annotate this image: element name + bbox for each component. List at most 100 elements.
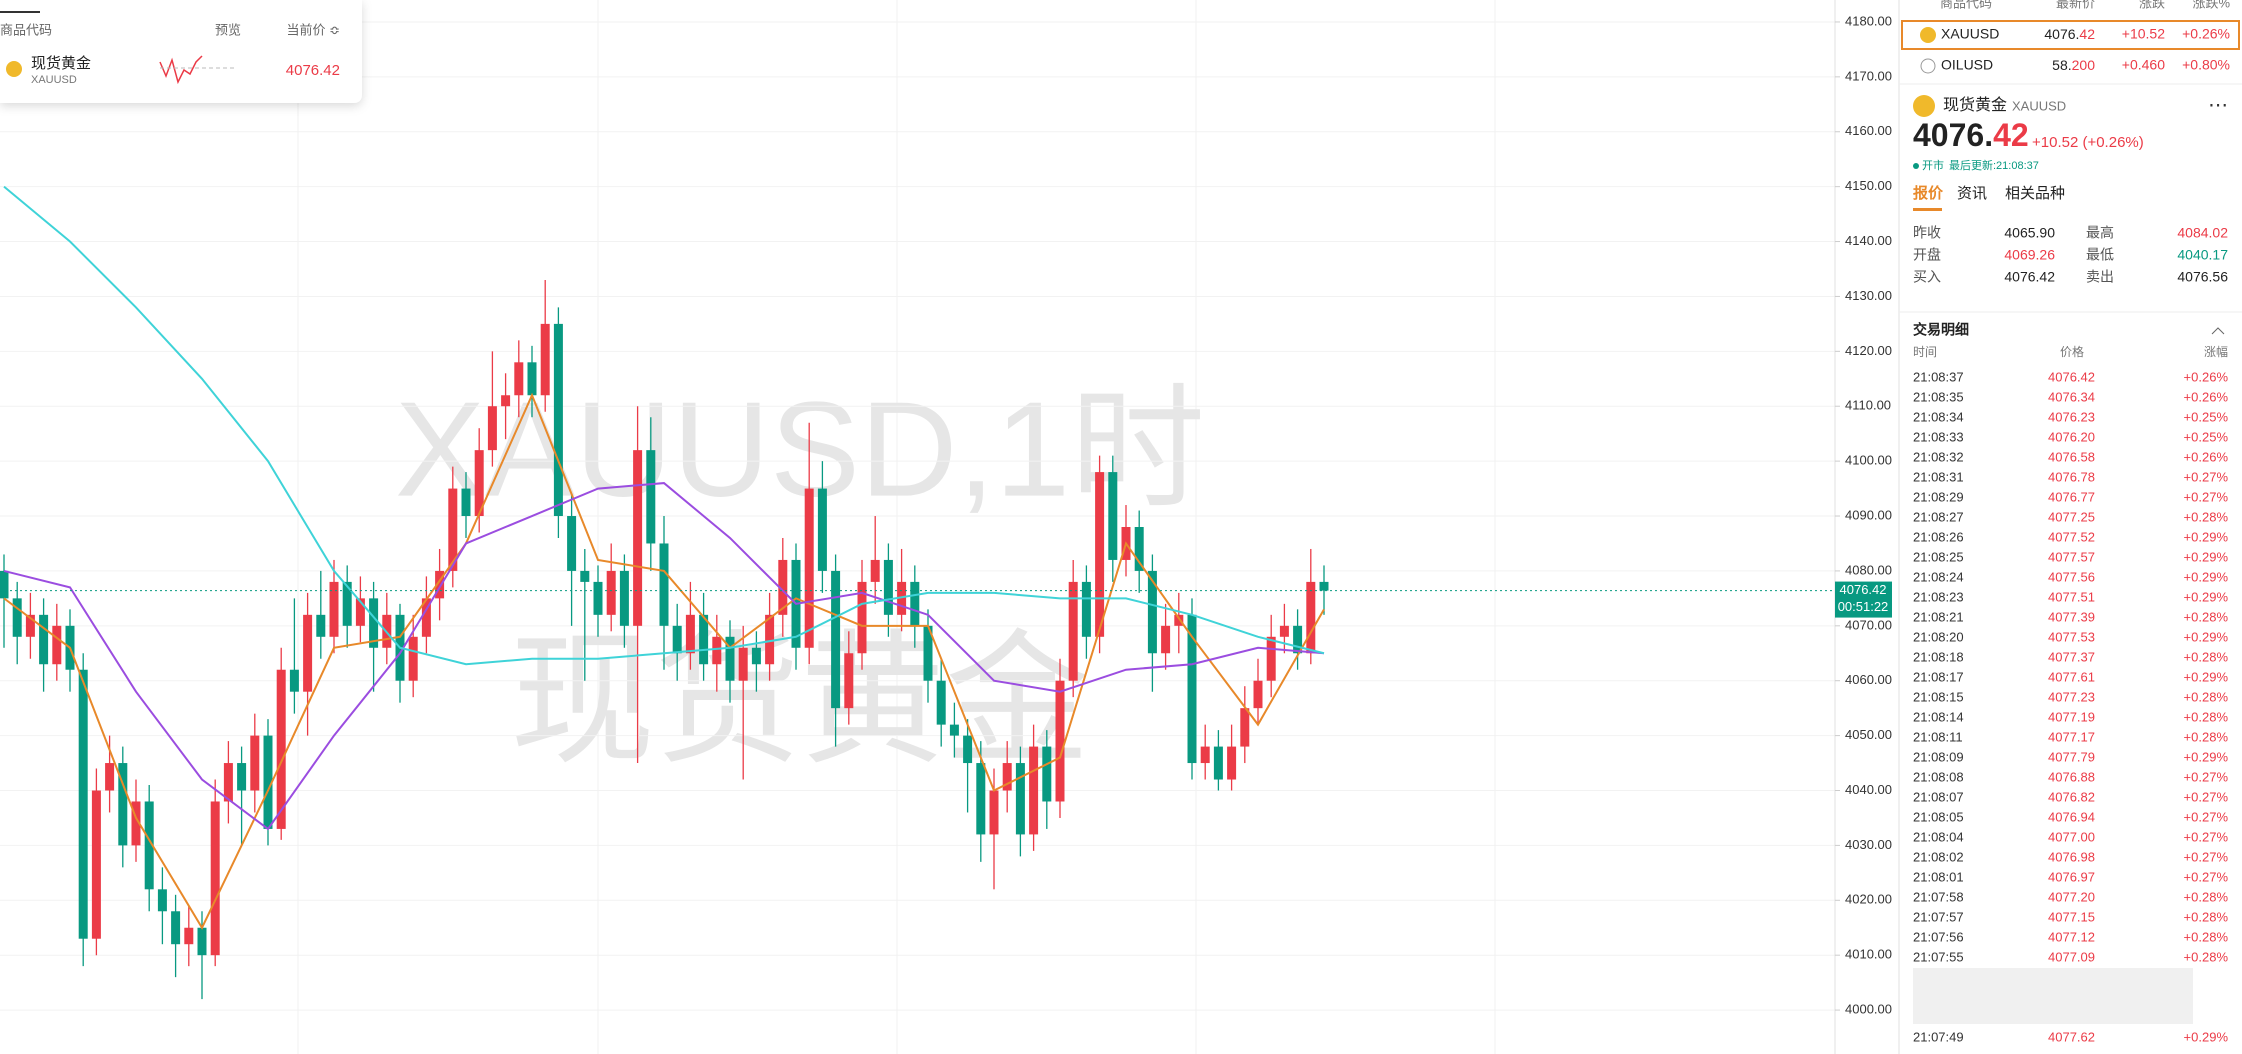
candle-body <box>289 669 299 692</box>
trade-price: 4077.61 <box>2048 669 2095 684</box>
popup-price: 4076.42 <box>286 62 340 79</box>
trade-time: 21:08:02 <box>1913 849 1964 864</box>
trade-time: 21:08:31 <box>1913 469 1964 484</box>
candle-body <box>144 801 154 890</box>
quote-tab[interactable]: 资讯 <box>1957 185 1987 202</box>
trade-price: 4076.77 <box>2048 489 2095 504</box>
popup-name: 现货黄金 <box>31 55 91 72</box>
popup-header: 预览 <box>215 22 241 37</box>
trade-change: +0.27% <box>2184 489 2229 504</box>
watchlist-header: 涨跌 <box>2139 0 2165 10</box>
trade-price: 4077.51 <box>2048 589 2095 604</box>
candle-body <box>1319 581 1329 591</box>
trade-price: 4077.19 <box>2048 709 2095 724</box>
candle-body <box>1095 472 1105 637</box>
trade-time: 21:08:32 <box>1913 449 1964 464</box>
candle-body <box>1266 636 1276 681</box>
quote-change: +10.52 (+0.26%) <box>2032 134 2144 151</box>
candle-body <box>474 450 484 517</box>
candle-body <box>514 362 524 396</box>
side-panel <box>1899 0 2242 1054</box>
trade-price: 4077.79 <box>2048 749 2095 764</box>
moving-average <box>3 185 1325 666</box>
candle-body <box>1306 581 1316 654</box>
trade-price: 4076.97 <box>2048 869 2095 884</box>
trade-price: 4077.23 <box>2048 689 2095 704</box>
candle-body <box>619 570 629 626</box>
trade-change: +0.28% <box>2184 509 2229 524</box>
candle-body <box>1002 763 1012 791</box>
trade-time: 21:08:33 <box>1913 429 1964 444</box>
y-tick-label: 4030.00 <box>1845 837 1892 852</box>
more-button[interactable]: ⋯ <box>2208 94 2228 116</box>
candle-body <box>1161 625 1171 654</box>
candle-body <box>540 323 550 396</box>
trade-time: 21:08:21 <box>1913 609 1964 624</box>
candle-body <box>1174 614 1184 626</box>
trade-change: +0.25% <box>2184 409 2229 424</box>
y-tick-label: 4050.00 <box>1845 727 1892 742</box>
collapse-icon[interactable] <box>2211 327 2225 335</box>
stat-value: 4040.17 <box>2177 247 2228 263</box>
trade-time: 21:08:26 <box>1913 529 1964 544</box>
quote-price: 4076.42 <box>1913 117 2029 153</box>
candle-body <box>844 653 854 709</box>
candle-body <box>276 669 286 829</box>
candle-body <box>1055 680 1065 802</box>
symbol-change: +10.52 <box>2122 26 2165 42</box>
candle-body <box>659 543 669 626</box>
price-dec: 42 <box>2079 26 2095 42</box>
trade-price: 4076.34 <box>2048 389 2095 404</box>
candle-body <box>699 614 709 665</box>
candle-body <box>408 636 418 681</box>
y-tick-label: 4020.00 <box>1845 892 1892 907</box>
blur-overlay <box>1913 968 2193 1024</box>
popup-header: 当前价 ≎ <box>286 22 340 37</box>
candle-body <box>1253 680 1263 709</box>
watermark: XAUUSD,1时 <box>395 374 1205 525</box>
trade-time: 21:08:15 <box>1913 689 1964 704</box>
candle-body <box>567 516 577 571</box>
candle-body <box>1029 746 1039 835</box>
y-tick-label: 4000.00 <box>1845 1002 1892 1017</box>
price-int: 58. <box>2052 57 2071 73</box>
price-dec: 200 <box>2072 57 2096 73</box>
candle-body <box>0 570 9 599</box>
quote-tab[interactable]: 报价 <box>1913 185 1944 202</box>
trade-change: +0.29% <box>2184 529 2229 544</box>
trade-time: 21:08:24 <box>1913 569 1964 584</box>
trade-price: 4077.17 <box>2048 729 2095 744</box>
y-tick-label: 4120.00 <box>1845 343 1892 358</box>
trade-change: +0.27% <box>2184 829 2229 844</box>
candle-body <box>593 581 603 615</box>
quote-code: XAUUSD <box>2012 98 2066 113</box>
trade-price: 4077.37 <box>2048 649 2095 664</box>
candle-body <box>1200 746 1210 764</box>
trade-change: +0.28% <box>2184 949 2229 964</box>
candle-body <box>91 790 101 939</box>
y-tick-label: 4040.00 <box>1845 782 1892 797</box>
watchlist-header: 涨跌% <box>2192 0 2230 10</box>
trade-change: +0.29% <box>2184 549 2229 564</box>
trade-change: +0.27% <box>2184 789 2229 804</box>
quote-tab[interactable]: 相关品种 <box>2005 185 2065 202</box>
selected-row[interactable] <box>1901 20 2240 50</box>
candle-body <box>712 636 722 665</box>
tab-underline <box>1913 208 1942 211</box>
candle-body <box>197 927 207 956</box>
candle-body <box>633 450 643 626</box>
popup-header: 商品代码 <box>0 22 52 37</box>
candle-body <box>52 625 62 665</box>
stat-label: 买入 <box>1913 269 1941 285</box>
trades-header: 价格 <box>2060 344 2084 359</box>
trade-time: 21:08:20 <box>1913 629 1964 644</box>
y-tick-label: 4080.00 <box>1845 562 1892 577</box>
y-tick-label: 4180.00 <box>1845 13 1892 28</box>
trade-change: +0.29% <box>2184 629 2229 644</box>
candle-body <box>171 911 181 945</box>
quote-name: 现货黄金 <box>1943 96 2007 114</box>
trade-price: 4077.52 <box>2048 529 2095 544</box>
candle-body <box>778 559 788 615</box>
trade-price: 4076.98 <box>2048 849 2095 864</box>
trade-change: +0.29% <box>2184 569 2229 584</box>
